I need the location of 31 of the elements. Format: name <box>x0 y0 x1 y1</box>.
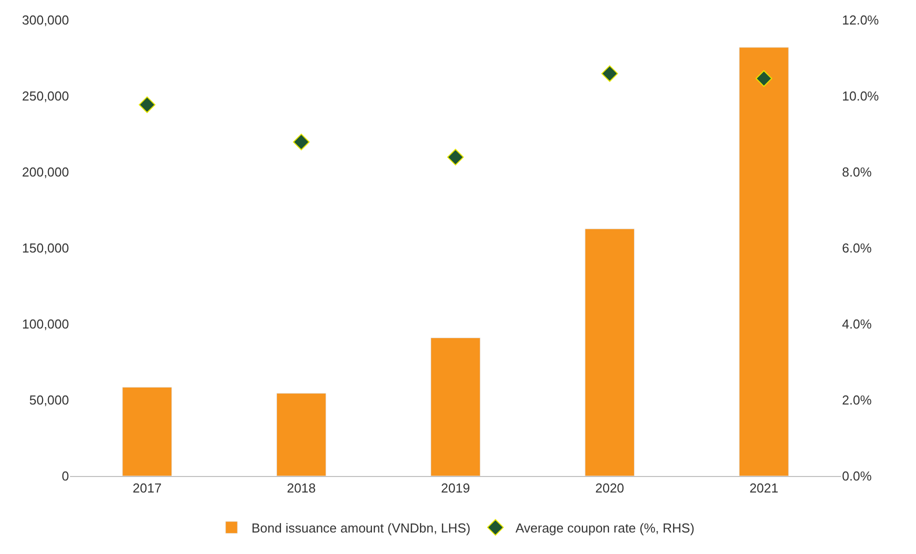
y2-tick-label: 0.0% <box>842 468 872 484</box>
y2-tick-label: 10.0% <box>842 88 880 104</box>
point <box>293 134 310 150</box>
x-tick-label: 2018 <box>286 480 316 496</box>
bar <box>584 228 635 476</box>
x-tick-label: 2021 <box>749 480 778 496</box>
y2-tick-label: 8.0% <box>842 164 872 180</box>
point <box>447 148 464 166</box>
x-tick-label: 2019 <box>441 480 470 496</box>
point <box>138 96 156 114</box>
bar <box>738 47 789 476</box>
bar <box>276 393 326 476</box>
y2-tick-label: 4.0% <box>842 316 872 332</box>
y-tick-label: 150,000 <box>22 240 69 256</box>
y2-tick-label: 12.0% <box>842 12 880 28</box>
legend-label: Average coupon rate (%, RHS) <box>515 520 694 536</box>
y-tick-label: 0 <box>62 468 69 484</box>
point <box>601 65 618 82</box>
y-tick-label: 200,000 <box>22 164 69 180</box>
x-tick-label: 2020 <box>595 480 624 496</box>
y-tick-label: 250,000 <box>22 88 69 104</box>
y-tick-label: 100,000 <box>22 316 69 332</box>
y-tick-label: 50,000 <box>29 392 69 408</box>
point <box>756 70 772 87</box>
y-tick-label: 300,000 <box>22 12 69 28</box>
y2-tick-label: 6.0% <box>842 240 872 256</box>
y2-tick-label: 2.0% <box>842 392 872 408</box>
bar <box>122 386 172 476</box>
bar <box>430 338 480 476</box>
x-tick-label: 2017 <box>132 480 162 496</box>
legend-label: Bond issuance amount (VNDbn, LHS) <box>252 520 470 536</box>
